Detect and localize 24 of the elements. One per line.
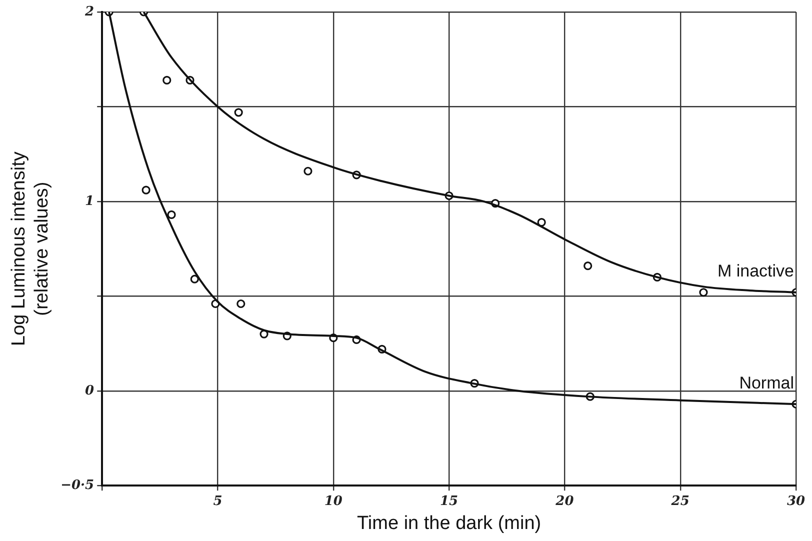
x-tick-label: 10 [324,494,342,509]
point [142,186,150,194]
point [162,76,172,84]
y-tick-label: 0 [85,383,94,398]
y-tick-label: 2 [84,4,94,20]
x-axis-title: Time in the dark (min) [357,512,542,534]
point [537,218,546,227]
y-tick-label: 1 [85,194,94,209]
point [584,262,592,270]
x-tick-label: 30 [786,494,806,509]
y-tick-label: −0·5 [60,478,94,493]
point [234,108,243,117]
point [190,274,199,284]
series-label: Normal [739,373,794,392]
point [304,166,312,176]
x-tick-label: 25 [670,494,690,509]
point [699,288,708,297]
series-label: M inactive [717,262,794,281]
x-tick-label: 15 [440,494,458,509]
x-tick-label: 5 [213,494,222,509]
x-tick-label: 20 [554,494,574,509]
point [236,299,246,308]
point [167,210,176,219]
y-axis-title: Log Luminous intensity (relative values) [8,151,52,346]
